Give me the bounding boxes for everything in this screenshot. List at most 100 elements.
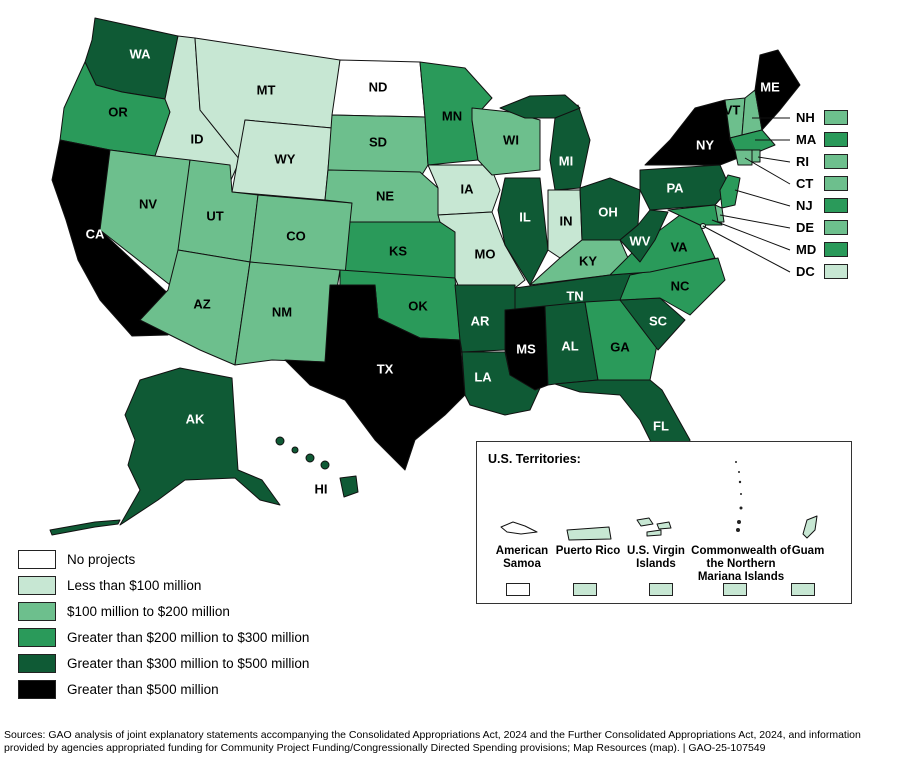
state-ak-chain[interactable] xyxy=(49,519,121,536)
state-ri[interactable] xyxy=(751,149,761,163)
legend-label: No projects xyxy=(67,551,136,567)
territory-swatch xyxy=(649,583,673,596)
legend-swatch xyxy=(18,575,56,595)
label-oh: OH xyxy=(598,204,618,219)
label-ne: NE xyxy=(376,188,394,203)
label-ia: IA xyxy=(461,181,475,196)
label-mo: MO xyxy=(475,246,496,261)
label-ga: GA xyxy=(610,339,630,354)
state-wv[interactable] xyxy=(619,209,669,263)
callout-swatch xyxy=(824,264,848,279)
label-vt: VT xyxy=(724,102,741,117)
callout-swatch xyxy=(824,242,848,257)
label-va: VA xyxy=(670,239,688,254)
label-al: AL xyxy=(561,338,578,353)
label-ok: OK xyxy=(408,298,428,313)
legend-swatch xyxy=(18,679,56,699)
legend-swatch xyxy=(18,627,56,647)
state-md[interactable] xyxy=(667,204,723,226)
territory-guam-label: Guam xyxy=(791,545,825,557)
callout-de: DE xyxy=(796,220,848,235)
callout-code: MD xyxy=(796,242,817,257)
label-wy: WY xyxy=(275,151,296,166)
label-nc: NC xyxy=(671,278,690,293)
american-samoa-shape xyxy=(500,521,538,535)
territory-swatch xyxy=(506,583,530,596)
label-wa: WA xyxy=(130,46,152,61)
label-ny: NY xyxy=(696,137,714,152)
legend-swatch xyxy=(18,549,56,569)
callout-swatch xyxy=(824,198,848,213)
territories-title: U.S. Territories: xyxy=(488,452,581,466)
callout-code: CT xyxy=(796,176,814,191)
label-nm: NM xyxy=(272,304,292,319)
callout-swatch xyxy=(824,176,848,191)
label-wi: WI xyxy=(503,132,519,147)
territory-northern-mariana-label: Commonwealth of the Northern Mariana Isl… xyxy=(691,545,791,583)
callout-code: MA xyxy=(796,132,817,147)
state-mi-up[interactable] xyxy=(499,94,581,119)
callout-code: RI xyxy=(796,154,809,169)
state-de[interactable] xyxy=(714,204,725,223)
legend-label: Greater than $500 million xyxy=(67,681,219,697)
callout-code: NH xyxy=(796,110,815,125)
legend-item: No projects xyxy=(18,546,309,572)
legend-swatch xyxy=(18,601,56,621)
callout-code: DC xyxy=(796,264,815,279)
callout-nh: NH xyxy=(796,110,848,125)
territory-virgin-islands-label: U.S. Virgin Islands xyxy=(627,545,685,570)
label-wv: WV xyxy=(630,233,651,248)
label-ut: UT xyxy=(206,208,223,223)
territory-american-samoa-label: American Samoa xyxy=(495,545,549,570)
callout-swatch xyxy=(824,154,848,169)
territory-puerto-rico-label: Puerto Rico xyxy=(555,545,621,557)
callout-lines xyxy=(702,117,791,273)
state-ma[interactable] xyxy=(729,129,776,153)
state-pa[interactable] xyxy=(639,164,731,211)
label-me: ME xyxy=(760,79,780,94)
legend-swatch xyxy=(18,653,56,673)
legend-item: Less than $100 million xyxy=(18,572,309,598)
callout-md: MD xyxy=(796,242,848,257)
state-tx[interactable] xyxy=(284,284,466,471)
state-ct[interactable] xyxy=(734,149,753,166)
label-ks: KS xyxy=(389,243,407,258)
legend-item: Greater than $200 million to $300 millio… xyxy=(18,624,309,650)
territories-panel: U.S. Territories: American Samoa Puerto … xyxy=(476,441,852,604)
state-sd[interactable] xyxy=(327,114,429,179)
legend-item: Greater than $500 million xyxy=(18,676,309,702)
label-co: CO xyxy=(286,228,306,243)
state-ga[interactable] xyxy=(584,299,659,381)
virgin-islands-shape xyxy=(636,517,672,537)
northern-mariana-shape xyxy=(735,461,743,532)
label-la: LA xyxy=(474,369,492,384)
callout-swatch xyxy=(824,220,848,235)
callout-swatch xyxy=(824,110,848,125)
guam-shape xyxy=(802,515,818,539)
puerto-rico-shape xyxy=(566,526,612,541)
state-nj[interactable] xyxy=(719,174,741,209)
label-sd: SD xyxy=(369,134,387,149)
label-ms: MS xyxy=(516,341,536,356)
state-labels: WA OR CA ID NV MT WY UT CO AZ NM ND SD N… xyxy=(86,46,780,496)
callout-code: DE xyxy=(796,220,815,235)
label-in: IN xyxy=(560,213,573,228)
label-nd: ND xyxy=(369,79,388,94)
label-fl: FL xyxy=(653,418,669,433)
label-tn: TN xyxy=(566,288,583,303)
label-tx: TX xyxy=(377,361,394,376)
label-ca: CA xyxy=(86,226,105,241)
label-hi: HI xyxy=(315,481,328,496)
label-il: IL xyxy=(519,209,531,224)
state-ak[interactable] xyxy=(119,367,281,526)
label-id: ID xyxy=(191,131,204,146)
state-hi[interactable] xyxy=(275,436,359,498)
label-ar: AR xyxy=(471,313,490,328)
callout-swatch xyxy=(824,132,848,147)
territory-swatch xyxy=(791,583,815,596)
label-sc: SC xyxy=(649,313,668,328)
source-note: Sources: GAO analysis of joint explanato… xyxy=(4,729,861,754)
legend-item: $100 million to $200 million xyxy=(18,598,309,624)
legend-label: Greater than $300 million to $500 millio… xyxy=(67,655,310,671)
